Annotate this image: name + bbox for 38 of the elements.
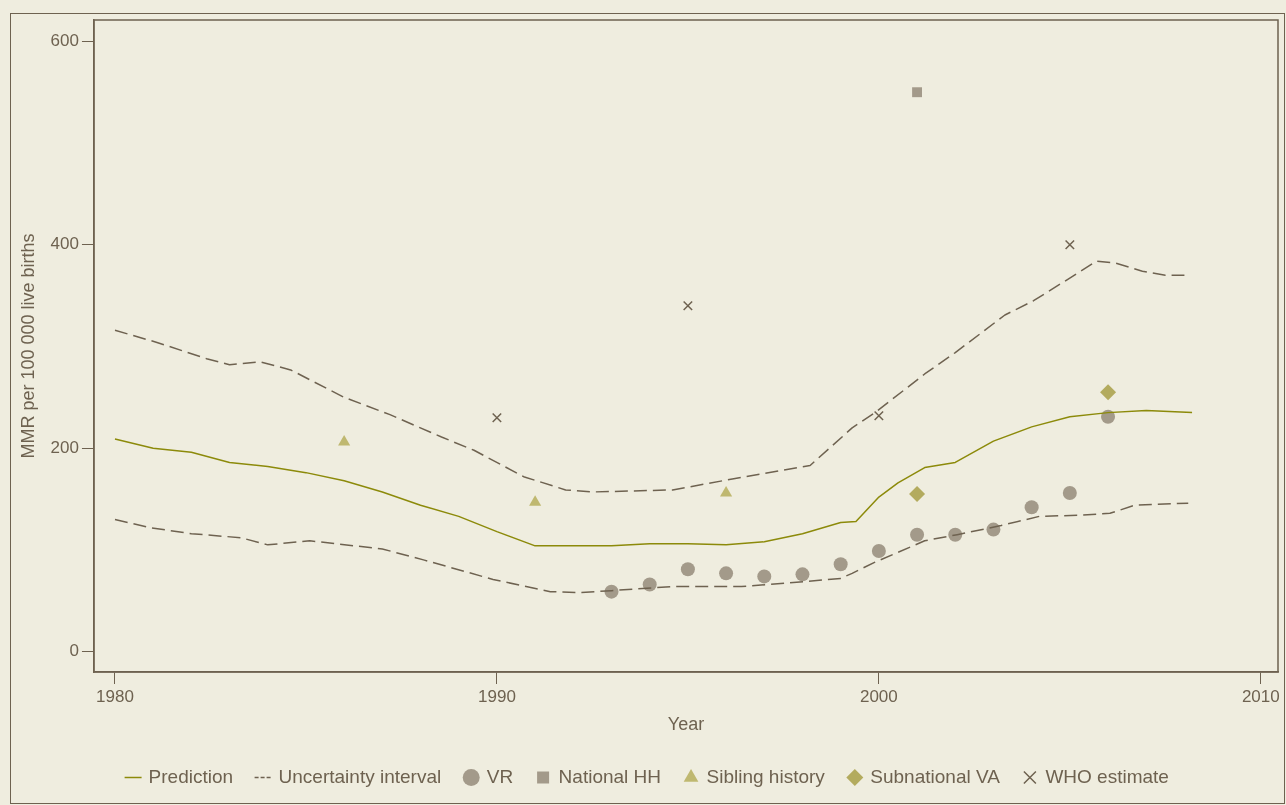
y-axis-title: MMR per 100 000 live births (17, 233, 38, 459)
point (682, 300, 693, 311)
legend-label: Sibling history (706, 765, 826, 787)
point (1024, 500, 1039, 515)
x-tick-label: 1980 (96, 686, 134, 706)
point (909, 486, 926, 502)
legend-label: VR (486, 765, 514, 787)
point (720, 485, 733, 497)
point (491, 412, 502, 423)
point (910, 527, 925, 542)
point (912, 87, 923, 98)
point (1064, 239, 1075, 250)
point (642, 577, 657, 592)
point (529, 495, 542, 506)
x-axis-title: Year (667, 714, 705, 735)
point (833, 557, 848, 572)
point (1100, 384, 1117, 401)
legend-label: Uncertainty interval (278, 765, 442, 787)
point (871, 543, 886, 558)
point (1062, 485, 1077, 500)
y-tick-label: 200 (50, 437, 79, 457)
x-tick-label: 2000 (859, 686, 898, 706)
legend-label: Prediction (148, 765, 234, 787)
point (795, 567, 810, 582)
point (338, 435, 351, 446)
legend-label: Subnational VA (870, 765, 1001, 787)
x-tick-label: 1990 (478, 686, 516, 706)
x-tick-label: 2010 (1241, 686, 1280, 706)
line-series (114, 260, 1186, 493)
point (719, 566, 734, 581)
legend-label: WHO estimate (1045, 765, 1169, 787)
legend-label: National HH (558, 765, 662, 787)
point (757, 569, 772, 584)
point (873, 410, 884, 421)
y-tick-label: 600 (50, 31, 79, 51)
y-tick-label: 0 (69, 641, 79, 661)
point (680, 562, 695, 577)
y-tick-label: 400 (50, 234, 79, 254)
